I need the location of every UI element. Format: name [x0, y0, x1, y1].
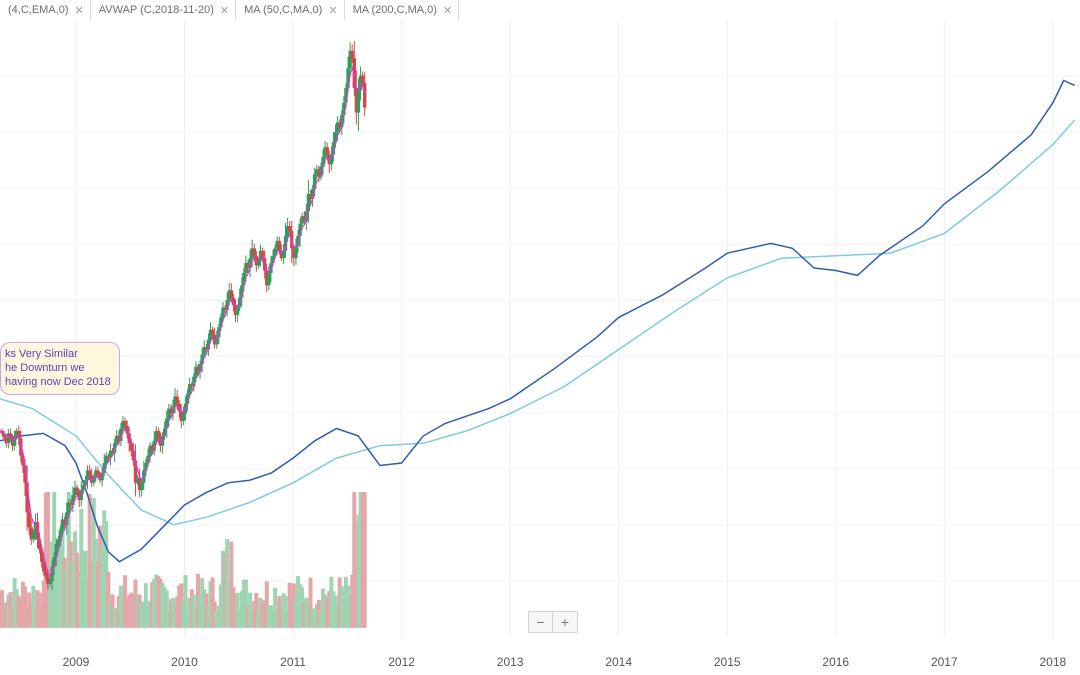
- x-axis-label: 2018: [1040, 655, 1067, 669]
- indicator-tab[interactable]: AVWAP (C,2018-11-20) ✕: [91, 0, 236, 20]
- zoom-controls: − +: [528, 611, 578, 633]
- chart-area[interactable]: [0, 20, 1080, 665]
- indicator-label: AVWAP (C,2018-11-20): [99, 4, 214, 16]
- indicator-tab[interactable]: MA (200,C,MA,0) ✕: [345, 0, 460, 20]
- indicator-label: MA (200,C,MA,0): [353, 4, 437, 16]
- indicator-label: (4,C,EMA,0): [8, 4, 69, 16]
- indicator-tab[interactable]: (4,C,EMA,0) ✕: [0, 0, 91, 20]
- close-icon[interactable]: ✕: [328, 4, 337, 17]
- x-axis: 2009 2010 2011 2012 2013 2014 2015 2016 2017 2018: [0, 649, 1080, 675]
- x-axis-label: 2016: [822, 655, 849, 669]
- x-axis-label: 2009: [63, 655, 90, 669]
- indicator-label: MA (50,C,MA,0): [244, 4, 322, 16]
- annotation-line: ks Very Similar: [5, 348, 111, 362]
- indicator-strip: (4,C,EMA,0)✕AVWAP (C,2018-11-20)✕MA (50,…: [0, 0, 1080, 20]
- annotation-line: he Downturn we: [5, 362, 111, 376]
- price-chart: [0, 20, 1080, 637]
- annotation-line: having now Dec 2018: [5, 376, 111, 390]
- x-axis-label: 2013: [497, 655, 524, 669]
- annotation-bubble[interactable]: ks Very Similar he Downturn we having no…: [0, 342, 120, 395]
- x-axis-label: 2015: [714, 655, 741, 669]
- x-axis-label: 2011: [280, 655, 306, 669]
- zoom-out-button[interactable]: −: [529, 612, 553, 632]
- close-icon[interactable]: ✕: [75, 4, 84, 17]
- indicator-tab[interactable]: MA (50,C,MA,0) ✕: [236, 0, 344, 20]
- close-icon[interactable]: ✕: [220, 4, 229, 17]
- x-axis-label: 2010: [171, 655, 198, 669]
- close-icon[interactable]: ✕: [443, 4, 452, 17]
- x-axis-label: 2012: [388, 655, 415, 669]
- zoom-in-button[interactable]: +: [553, 612, 577, 632]
- x-axis-label: 2014: [605, 655, 632, 669]
- x-axis-label: 2017: [931, 655, 958, 669]
